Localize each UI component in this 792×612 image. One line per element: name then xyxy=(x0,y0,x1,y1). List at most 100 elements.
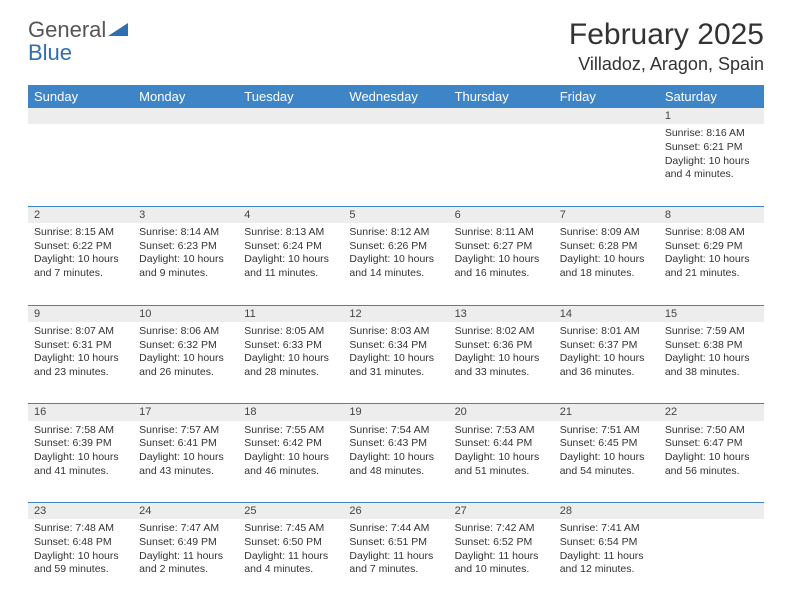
sunrise-text: Sunrise: 8:02 AM xyxy=(455,325,548,339)
sunrise-text: Sunrise: 7:50 AM xyxy=(665,424,758,438)
daylight-text: and 33 minutes. xyxy=(455,366,548,380)
day-cell: Sunrise: 7:45 AMSunset: 6:50 PMDaylight:… xyxy=(238,519,343,601)
day-cell: Sunrise: 7:54 AMSunset: 6:43 PMDaylight:… xyxy=(343,421,448,503)
day-number xyxy=(28,108,133,124)
day-number-row: 1 xyxy=(28,108,764,124)
weekday-header-row: Sunday Monday Tuesday Wednesday Thursday… xyxy=(28,85,764,108)
title-block: February 2025 Villadoz, Aragon, Spain xyxy=(569,18,764,75)
sunset-text: Sunset: 6:42 PM xyxy=(244,437,337,451)
page-header: General Blue February 2025 Villadoz, Ara… xyxy=(28,18,764,75)
sunset-text: Sunset: 6:43 PM xyxy=(349,437,442,451)
day-cell: Sunrise: 8:02 AMSunset: 6:36 PMDaylight:… xyxy=(449,322,554,404)
weekday-header: Friday xyxy=(554,85,659,108)
day-cell: Sunrise: 8:08 AMSunset: 6:29 PMDaylight:… xyxy=(659,223,764,305)
day-content-row: Sunrise: 7:58 AMSunset: 6:39 PMDaylight:… xyxy=(28,421,764,503)
day-cell: Sunrise: 8:15 AMSunset: 6:22 PMDaylight:… xyxy=(28,223,133,305)
day-cell: Sunrise: 7:58 AMSunset: 6:39 PMDaylight:… xyxy=(28,421,133,503)
sunset-text: Sunset: 6:34 PM xyxy=(349,339,442,353)
day-number-row: 232425262728 xyxy=(28,503,764,520)
day-number-row: 9101112131415 xyxy=(28,305,764,322)
sunset-text: Sunset: 6:50 PM xyxy=(244,536,337,550)
day-cell: Sunrise: 8:07 AMSunset: 6:31 PMDaylight:… xyxy=(28,322,133,404)
day-cell xyxy=(343,124,448,206)
day-number: 7 xyxy=(554,206,659,223)
day-cell: Sunrise: 7:50 AMSunset: 6:47 PMDaylight:… xyxy=(659,421,764,503)
daylight-text: Daylight: 10 hours xyxy=(139,352,232,366)
sunrise-text: Sunrise: 7:53 AM xyxy=(455,424,548,438)
daylight-text: Daylight: 10 hours xyxy=(244,451,337,465)
daylight-text: and 46 minutes. xyxy=(244,465,337,479)
daylight-text: Daylight: 10 hours xyxy=(139,253,232,267)
sunrise-text: Sunrise: 8:16 AM xyxy=(665,127,758,141)
daylight-text: and 12 minutes. xyxy=(560,563,653,577)
daylight-text: Daylight: 11 hours xyxy=(244,550,337,564)
sunrise-text: Sunrise: 8:05 AM xyxy=(244,325,337,339)
daylight-text: Daylight: 10 hours xyxy=(139,451,232,465)
sunrise-text: Sunrise: 8:12 AM xyxy=(349,226,442,240)
day-number: 2 xyxy=(28,206,133,223)
day-number: 26 xyxy=(343,503,448,520)
calendar-table: Sunday Monday Tuesday Wednesday Thursday… xyxy=(28,85,764,601)
daylight-text: Daylight: 10 hours xyxy=(665,451,758,465)
logo-text: General Blue xyxy=(28,18,130,64)
daylight-text: and 38 minutes. xyxy=(665,366,758,380)
daylight-text: and 48 minutes. xyxy=(349,465,442,479)
sunrise-text: Sunrise: 7:59 AM xyxy=(665,325,758,339)
day-cell xyxy=(28,124,133,206)
daylight-text: and 2 minutes. xyxy=(139,563,232,577)
day-number: 14 xyxy=(554,305,659,322)
daylight-text: and 14 minutes. xyxy=(349,267,442,281)
sunrise-text: Sunrise: 8:06 AM xyxy=(139,325,232,339)
daylight-text: Daylight: 10 hours xyxy=(34,550,127,564)
sunset-text: Sunset: 6:23 PM xyxy=(139,240,232,254)
day-cell: Sunrise: 7:59 AMSunset: 6:38 PMDaylight:… xyxy=(659,322,764,404)
sunset-text: Sunset: 6:49 PM xyxy=(139,536,232,550)
day-cell xyxy=(238,124,343,206)
day-number: 28 xyxy=(554,503,659,520)
daylight-text: and 18 minutes. xyxy=(560,267,653,281)
weekday-header: Monday xyxy=(133,85,238,108)
day-content-row: Sunrise: 8:07 AMSunset: 6:31 PMDaylight:… xyxy=(28,322,764,404)
day-number: 8 xyxy=(659,206,764,223)
day-number: 10 xyxy=(133,305,238,322)
daylight-text: Daylight: 10 hours xyxy=(349,352,442,366)
daylight-text: and 7 minutes. xyxy=(34,267,127,281)
day-cell: Sunrise: 7:42 AMSunset: 6:52 PMDaylight:… xyxy=(449,519,554,601)
daylight-text: and 11 minutes. xyxy=(244,267,337,281)
logo: General Blue xyxy=(28,18,130,64)
daylight-text: and 31 minutes. xyxy=(349,366,442,380)
sunset-text: Sunset: 6:51 PM xyxy=(349,536,442,550)
weekday-header: Thursday xyxy=(449,85,554,108)
sunset-text: Sunset: 6:27 PM xyxy=(455,240,548,254)
day-number xyxy=(449,108,554,124)
day-cell: Sunrise: 8:13 AMSunset: 6:24 PMDaylight:… xyxy=(238,223,343,305)
daylight-text: and 54 minutes. xyxy=(560,465,653,479)
location: Villadoz, Aragon, Spain xyxy=(569,54,764,75)
sunset-text: Sunset: 6:36 PM xyxy=(455,339,548,353)
sunset-text: Sunset: 6:28 PM xyxy=(560,240,653,254)
daylight-text: Daylight: 10 hours xyxy=(455,253,548,267)
daylight-text: Daylight: 10 hours xyxy=(34,352,127,366)
month-title: February 2025 xyxy=(569,18,764,52)
sunrise-text: Sunrise: 7:44 AM xyxy=(349,522,442,536)
day-cell xyxy=(133,124,238,206)
daylight-text: and 26 minutes. xyxy=(139,366,232,380)
daylight-text: Daylight: 10 hours xyxy=(34,451,127,465)
day-cell: Sunrise: 7:44 AMSunset: 6:51 PMDaylight:… xyxy=(343,519,448,601)
daylight-text: and 51 minutes. xyxy=(455,465,548,479)
day-number xyxy=(659,503,764,520)
daylight-text: Daylight: 10 hours xyxy=(349,451,442,465)
daylight-text: Daylight: 11 hours xyxy=(455,550,548,564)
daylight-text: and 10 minutes. xyxy=(455,563,548,577)
day-cell xyxy=(449,124,554,206)
daylight-text: Daylight: 11 hours xyxy=(139,550,232,564)
logo-line2: Blue xyxy=(28,40,72,65)
day-number-row: 2345678 xyxy=(28,206,764,223)
day-number: 4 xyxy=(238,206,343,223)
sunrise-text: Sunrise: 8:09 AM xyxy=(560,226,653,240)
sunset-text: Sunset: 6:33 PM xyxy=(244,339,337,353)
daylight-text: and 21 minutes. xyxy=(665,267,758,281)
sunset-text: Sunset: 6:45 PM xyxy=(560,437,653,451)
day-number: 21 xyxy=(554,404,659,421)
sunrise-text: Sunrise: 8:13 AM xyxy=(244,226,337,240)
